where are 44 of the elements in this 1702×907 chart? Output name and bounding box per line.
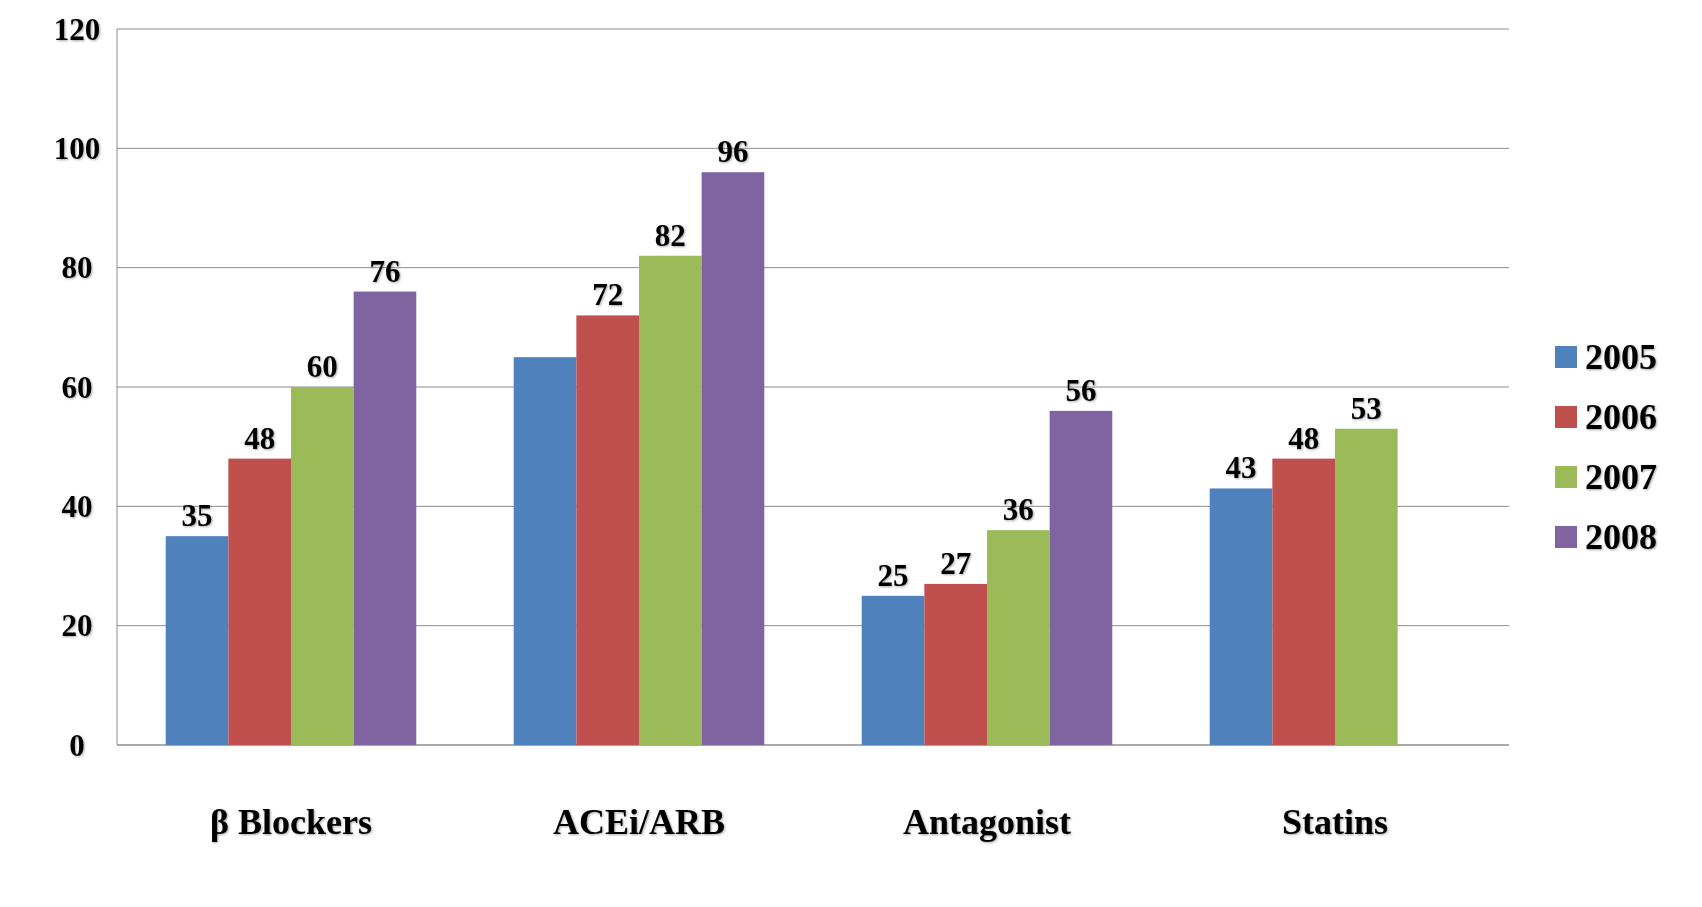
y-tick-label: 0 (69, 727, 85, 763)
data-label: 96 (717, 134, 749, 170)
bar (353, 291, 417, 745)
bar (1272, 458, 1335, 745)
data-label: 72 (592, 277, 624, 313)
y-tick-label: 60 (61, 369, 93, 405)
data-label: 60 (306, 349, 338, 384)
legend-label: 2008 (1585, 517, 1657, 557)
data-label: 56 (1065, 372, 1097, 408)
y-tick-label: 40 (61, 488, 93, 524)
bar (576, 315, 639, 745)
bar (987, 530, 1050, 745)
x-tick-label: ACEi/ARB (552, 802, 726, 842)
bar (1049, 410, 1113, 745)
bar (513, 357, 577, 745)
data-label: 35 (181, 498, 213, 534)
data-label: 82 (654, 217, 686, 253)
data-label: 48 (1288, 420, 1320, 456)
y-tick-label: 80 (61, 250, 93, 286)
legend-label: 2005 (1585, 337, 1657, 377)
x-tick-label: Statins (1281, 802, 1389, 842)
legend-label: 2006 (1585, 397, 1657, 437)
bar (1335, 428, 1398, 745)
y-tick-label: 120 (53, 11, 101, 47)
bar (861, 595, 925, 745)
legend-label: 2007 (1585, 457, 1657, 497)
bar (924, 583, 987, 745)
y-tick-label: 100 (53, 130, 101, 166)
data-label: 48 (244, 420, 276, 456)
data-label: 36 (1002, 492, 1034, 528)
data-label: 53 (1350, 390, 1382, 426)
data-label: 43 (1225, 450, 1257, 486)
x-tick-label: β Blockers (210, 802, 372, 842)
data-label: 76 (369, 253, 401, 289)
bar (228, 458, 291, 745)
y-tick-label: 20 (61, 608, 93, 644)
bar (165, 536, 229, 745)
bar (291, 387, 354, 745)
bar (639, 255, 702, 745)
x-tick-label: Antagonist (902, 802, 1072, 842)
bar (1209, 488, 1273, 745)
data-label: 27 (940, 545, 972, 581)
data-label: 25 (877, 557, 909, 593)
bar (701, 172, 765, 745)
